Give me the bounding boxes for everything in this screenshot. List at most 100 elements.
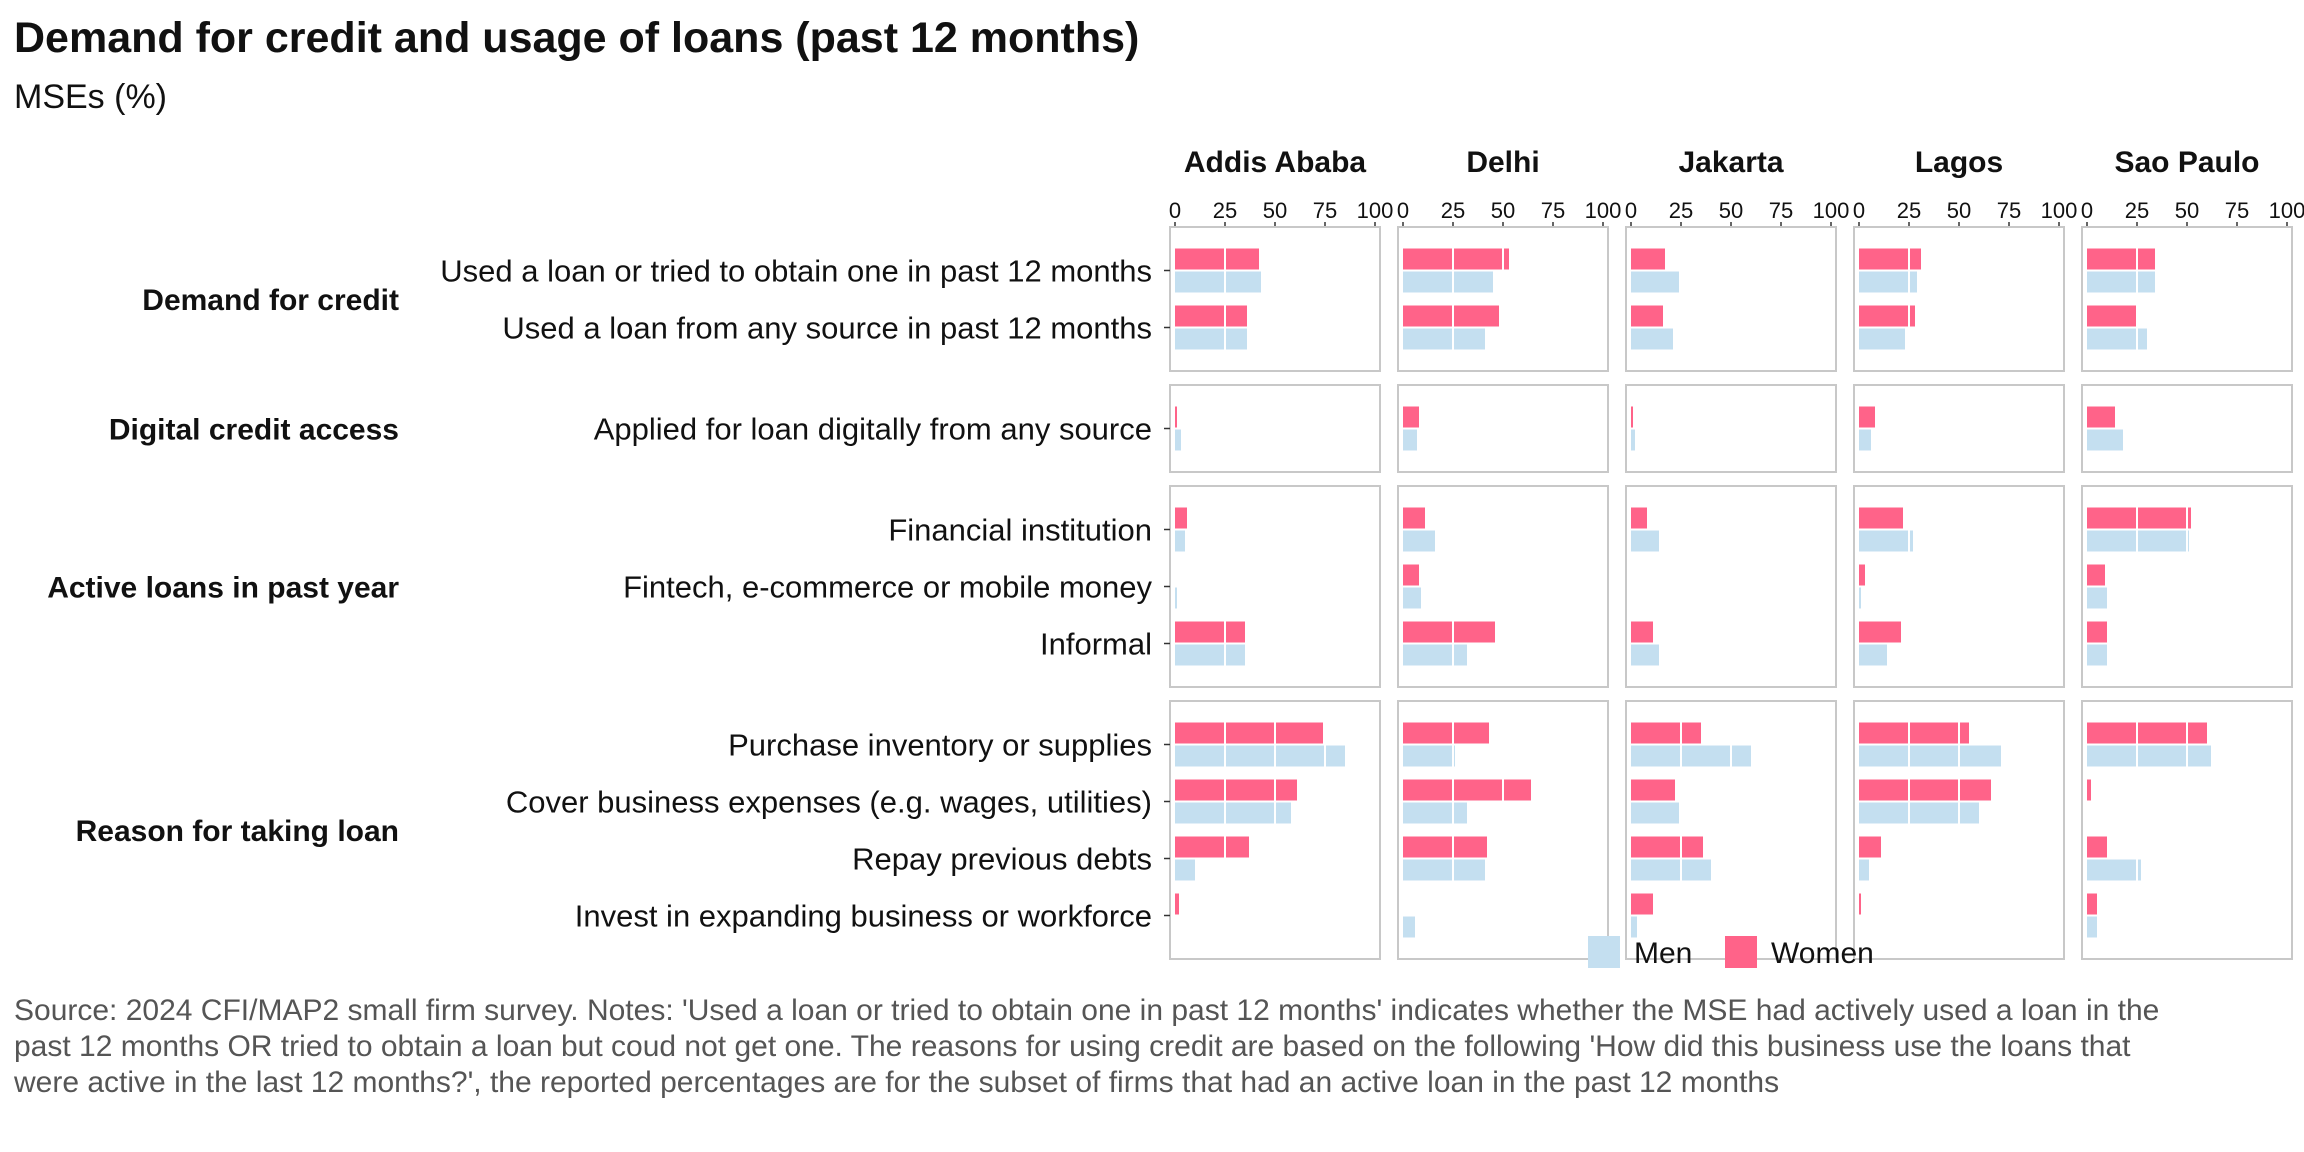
bar-women <box>2087 893 2097 915</box>
bar-women <box>1175 722 1323 744</box>
facet-panel <box>1853 384 2065 473</box>
bar-women <box>1859 406 1875 428</box>
bar-men <box>1175 802 1291 824</box>
bar-men <box>1175 328 1247 350</box>
bar-men <box>1859 802 1979 824</box>
item-label: Applied for loan digitally from any sour… <box>594 412 1152 447</box>
bar-women <box>2087 564 2105 586</box>
bar-men <box>1859 328 1905 350</box>
bar-men <box>2087 745 2211 767</box>
bar-women <box>1403 621 1495 643</box>
x-tick-label: 0 <box>1853 198 1865 223</box>
bar-men <box>1175 644 1245 666</box>
bar-women <box>1859 507 1903 529</box>
bar-men <box>1859 859 1869 881</box>
item-label: Invest in expanding business or workforc… <box>575 899 1152 934</box>
item-label: Informal <box>1040 627 1152 662</box>
bar-men <box>1403 328 1485 350</box>
bar-women <box>1403 507 1425 529</box>
city-header: Jakarta <box>1678 146 1783 179</box>
bar-men <box>1403 429 1417 451</box>
x-tick-label: 25 <box>1897 198 1921 223</box>
bar-women <box>1175 248 1259 270</box>
bar-women <box>1175 779 1297 801</box>
bar-women <box>1631 621 1653 643</box>
bar-men <box>1859 530 1913 552</box>
facet-panel <box>1397 700 1609 960</box>
bar-women <box>2087 779 2091 801</box>
x-tick-label: 75 <box>2225 198 2249 223</box>
bar-men <box>1631 916 1637 938</box>
bar-men <box>1175 859 1195 881</box>
x-tick-label: 0 <box>1169 198 1181 223</box>
bar-women <box>1631 722 1701 744</box>
chart-subtitle: MSEs (%) <box>14 78 167 116</box>
chart-title: Demand for credit and usage of loans (pa… <box>14 14 1140 62</box>
group-label: Demand for credit <box>142 284 399 317</box>
bar-men <box>1859 587 1861 609</box>
bar-men <box>1631 745 1751 767</box>
city-header: Sao Paulo <box>2114 146 2259 179</box>
bar-women <box>1859 836 1881 858</box>
bar-women <box>1403 836 1487 858</box>
bar-women <box>1631 836 1703 858</box>
bar-women <box>1631 893 1653 915</box>
bar-women <box>1631 406 1633 428</box>
bar-men <box>1403 587 1421 609</box>
bar-women <box>2087 836 2107 858</box>
bar-men <box>1631 530 1659 552</box>
facet-panel <box>1169 384 1381 473</box>
facet-panel <box>1625 384 1837 473</box>
facet-panel <box>2081 384 2293 473</box>
x-tick-label: 50 <box>1719 198 1743 223</box>
bar-men <box>1403 916 1415 938</box>
bar-women <box>2087 305 2137 327</box>
group-label: Digital credit access <box>109 414 399 447</box>
bar-women <box>1631 779 1675 801</box>
bar-men <box>2087 429 2123 451</box>
bar-men <box>2087 328 2147 350</box>
legend-label-men: Men <box>1634 937 1692 970</box>
bar-men <box>1631 802 1679 824</box>
x-tick-label: 75 <box>1541 198 1565 223</box>
bar-men <box>1859 271 1917 293</box>
source-note: Source: 2024 CFI/MAP2 small firm survey.… <box>14 994 2160 1099</box>
bar-women <box>1403 779 1531 801</box>
bar-women <box>2087 507 2191 529</box>
bar-men <box>2087 859 2141 881</box>
bar-men <box>1859 644 1887 666</box>
bar-men <box>1859 429 1871 451</box>
bar-women <box>1403 564 1419 586</box>
city-header: Delhi <box>1466 146 1539 179</box>
bar-men <box>1403 859 1485 881</box>
x-tick-label: 25 <box>1213 198 1237 223</box>
x-tick-label: 50 <box>1491 198 1515 223</box>
bar-women <box>1859 248 1921 270</box>
group-label: Active loans in past year <box>47 572 399 605</box>
facet-panel <box>1625 485 1837 688</box>
bar-women <box>1175 305 1247 327</box>
item-label: Cover business expenses (e.g. wages, uti… <box>506 785 1152 820</box>
bar-women <box>2087 722 2207 744</box>
bar-men <box>1403 802 1467 824</box>
x-tick-label: 0 <box>1625 198 1637 223</box>
bar-men <box>1175 271 1261 293</box>
bar-men <box>1631 644 1659 666</box>
bar-men <box>1631 271 1679 293</box>
bar-women <box>2087 248 2155 270</box>
item-label: Purchase inventory or supplies <box>728 728 1152 763</box>
x-tick-label: 100 <box>1813 198 1850 223</box>
legend-swatch-men <box>1588 936 1620 968</box>
bar-men <box>1631 859 1711 881</box>
bar-women <box>1403 722 1489 744</box>
bar-men <box>1403 644 1467 666</box>
x-tick-label: 50 <box>1947 198 1971 223</box>
legend-label-women: Women <box>1771 937 1874 970</box>
x-tick-label: 25 <box>1669 198 1693 223</box>
city-header: Lagos <box>1915 146 2003 179</box>
bar-men <box>1175 429 1181 451</box>
bar-women <box>1403 305 1499 327</box>
legend-swatch-women <box>1725 936 1757 968</box>
bar-men <box>1631 429 1635 451</box>
